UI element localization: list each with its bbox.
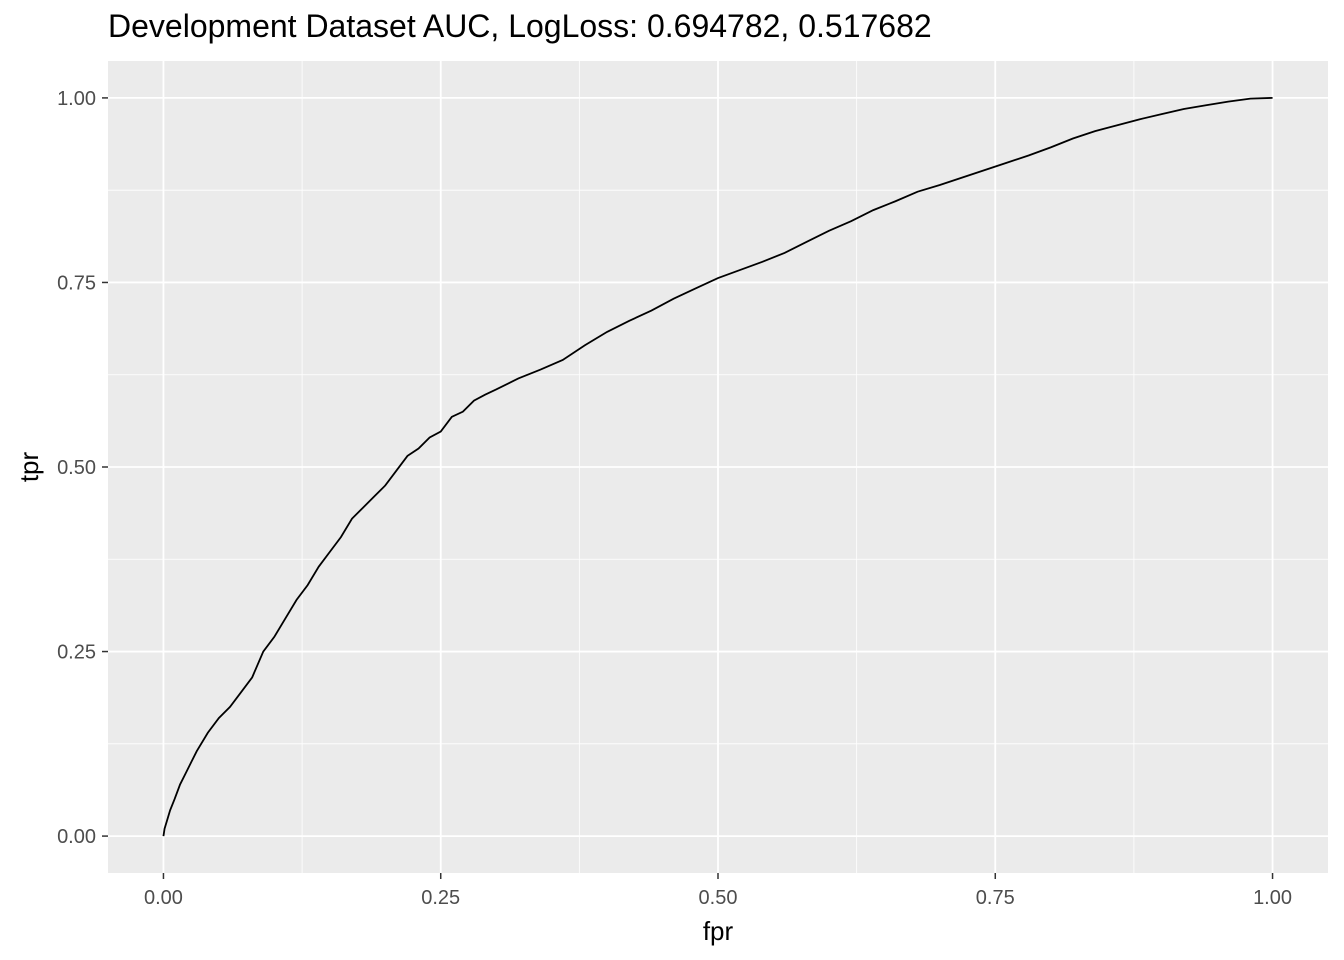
roc-curve-line [162, 97, 1273, 837]
x-axis-ticks: 0.00 0.25 0.50 0.75 1.00 [144, 873, 1292, 909]
x-axis-title: fpr [703, 916, 734, 946]
y-tick-label: 0.25 [57, 642, 96, 664]
y-tick-label: 0.75 [57, 272, 96, 294]
y-tick-label: 0.50 [57, 457, 96, 479]
major-gridlines [108, 61, 1328, 873]
y-tick-label: 1.00 [57, 88, 96, 110]
x-tick-label: 0.25 [421, 887, 460, 909]
y-axis-title: tpr [14, 451, 44, 482]
y-tick-label: 0.00 [57, 826, 96, 848]
chart-title: Development Dataset AUC, LogLoss: 0.6947… [108, 8, 932, 44]
x-tick-label: 1.00 [1253, 887, 1292, 909]
x-tick-label: 0.50 [699, 887, 738, 909]
x-tick-label: 0.00 [144, 887, 183, 909]
x-tick-label: 0.75 [976, 887, 1015, 909]
y-axis-ticks: 0.00 0.25 0.50 0.75 1.00 [57, 88, 108, 848]
